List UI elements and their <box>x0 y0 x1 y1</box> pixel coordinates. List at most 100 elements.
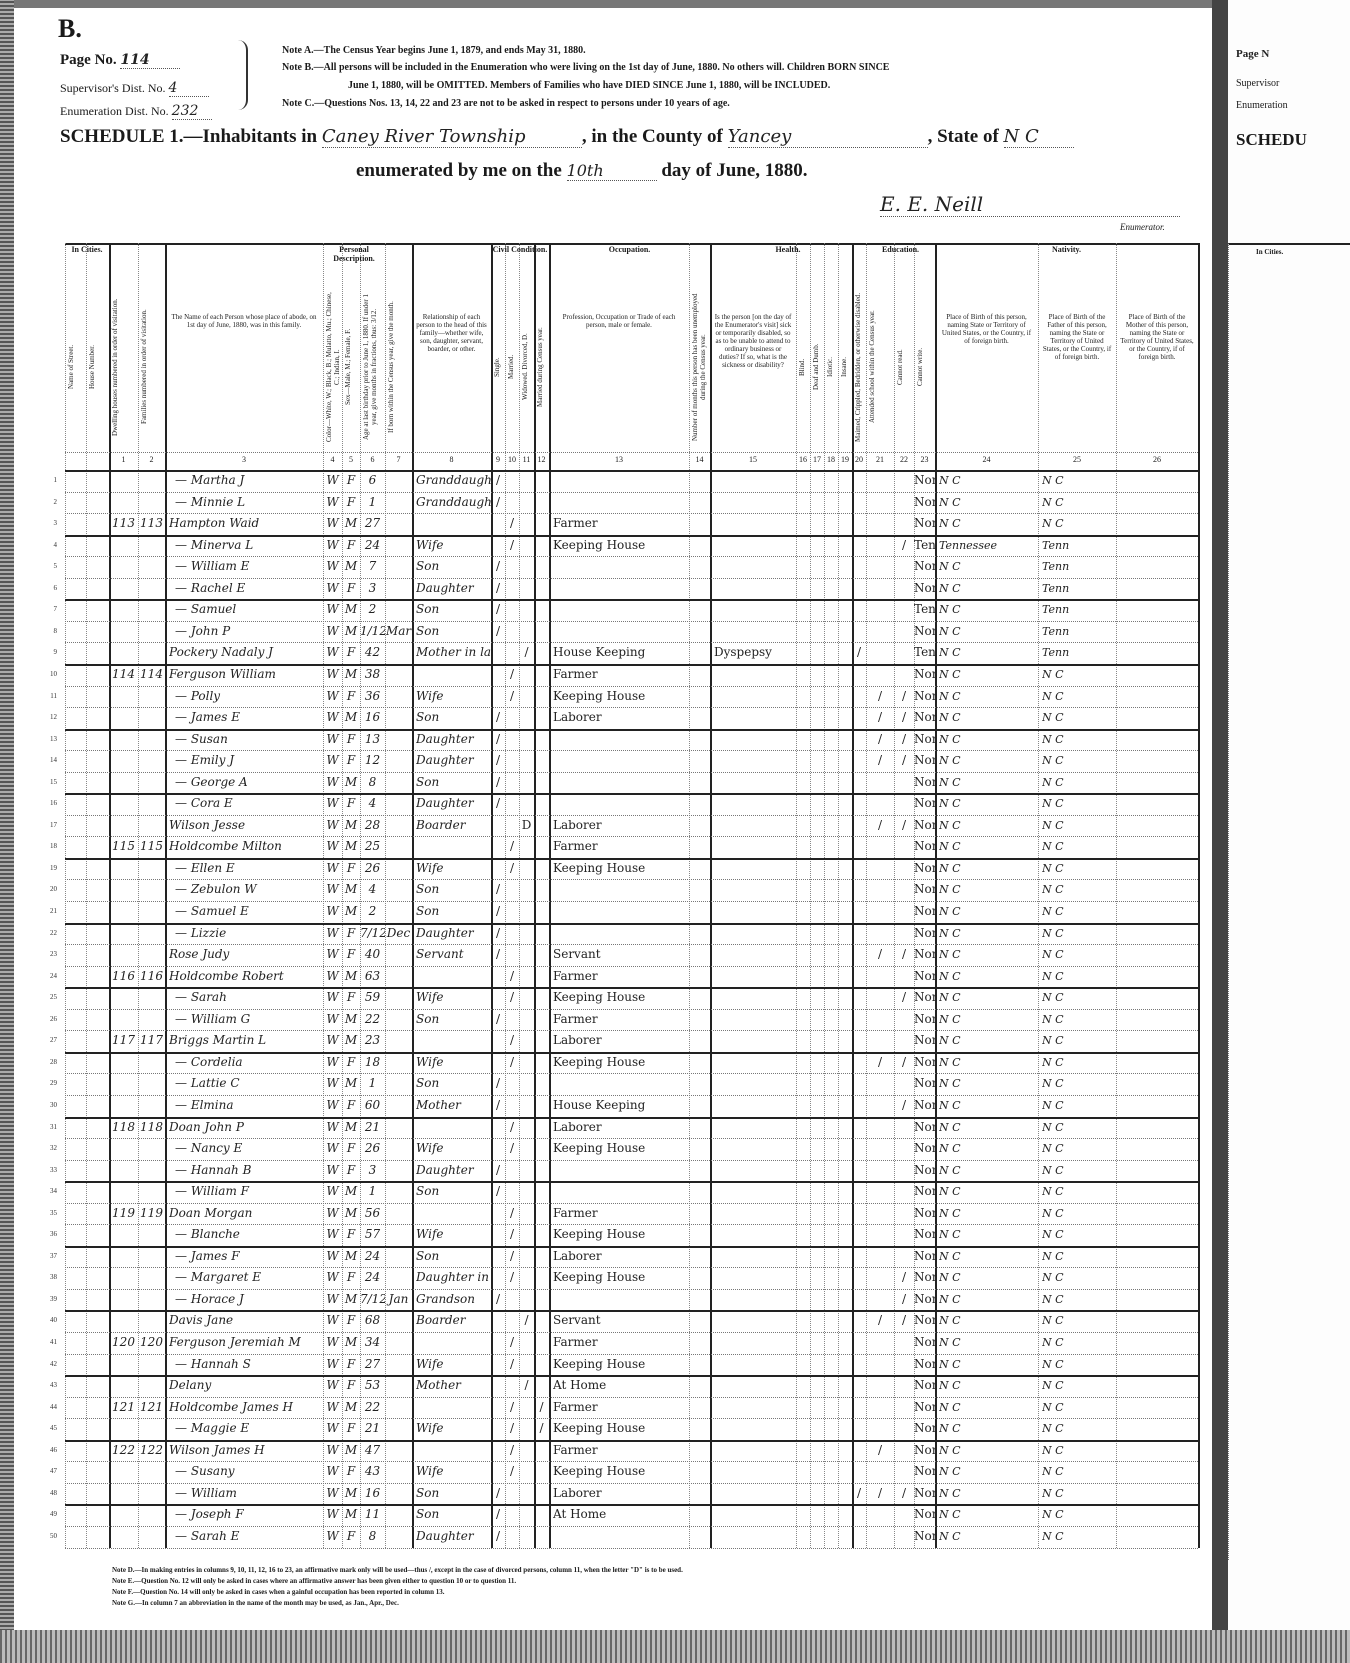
cell-married-in-year <box>534 1461 549 1482</box>
cell-family-number <box>138 944 165 965</box>
cell-relationship: Son <box>416 904 440 918</box>
cell-idiotic <box>824 901 838 922</box>
cell-birthplace: N C <box>939 1508 961 1522</box>
cell-name: — Margaret E <box>175 1270 262 1285</box>
cell-birth-month <box>385 1504 412 1525</box>
cell-house-number <box>86 944 109 965</box>
cell-house-number <box>86 901 109 922</box>
cell-occupation: Laborer <box>553 1248 602 1263</box>
cell-months-unemployed <box>689 1332 710 1353</box>
cell-cannot-write: North Carolina <box>914 1054 935 1069</box>
cell-widowed-divorced <box>519 556 534 577</box>
cell-family-number <box>138 729 165 750</box>
cell-street <box>65 815 86 836</box>
cell-insane <box>838 707 852 728</box>
cell-insane <box>838 1440 852 1461</box>
cell-attended-school <box>866 858 894 879</box>
cell-months-unemployed <box>689 1052 710 1073</box>
cell-sickness <box>714 750 796 771</box>
cell-birthplace: N C <box>939 1012 961 1026</box>
cell-months-unemployed <box>689 1526 710 1547</box>
cell-birth-month <box>385 1246 412 1267</box>
cell-blind <box>796 578 810 599</box>
cell-single <box>491 1440 505 1461</box>
row-divider <box>65 642 1198 644</box>
row-divider <box>65 1202 1198 1204</box>
cell-relationship: Granddaughter <box>416 494 491 509</box>
cell-age: 6 <box>368 473 377 487</box>
cell-deaf-dumb <box>810 556 824 577</box>
cell-dwelling-number: 117 <box>112 1033 135 1048</box>
cell-single <box>491 1224 505 1245</box>
cell-sickness <box>714 923 796 944</box>
cell-cannot-read: / <box>901 710 907 725</box>
cell-deaf-dumb <box>810 1203 824 1224</box>
row-divider <box>65 1138 1198 1140</box>
cell-married: / <box>509 1141 515 1156</box>
cell-attended-school <box>866 664 894 685</box>
cell-insane <box>838 492 852 513</box>
cell-maimed <box>852 1332 866 1353</box>
cell-dwelling-number <box>109 1418 138 1439</box>
cell-married-in-year <box>534 1009 549 1030</box>
cell-sex: M <box>344 904 358 918</box>
cell-insane <box>838 729 852 750</box>
cell-sex: M <box>344 559 358 574</box>
cell-single: / <box>495 1485 501 1500</box>
cell-father-birthplace: N C <box>1042 1486 1064 1500</box>
cell-sex: F <box>346 753 356 768</box>
cell-age: 7 <box>368 559 377 574</box>
cell-blind <box>796 772 810 793</box>
cell-street <box>65 1203 86 1224</box>
cell-birthplace: N C <box>939 1185 961 1199</box>
cell-married <box>505 1289 519 1310</box>
cell-maimed <box>852 815 866 836</box>
cell-deaf-dumb <box>810 1160 824 1181</box>
cell-dwelling-number <box>109 815 138 836</box>
column-number: 11 <box>522 455 531 464</box>
cell-attended-school <box>866 470 894 491</box>
cell-attended-school <box>866 1073 894 1094</box>
cell-cannot-read <box>894 772 914 793</box>
row-divider <box>65 750 1198 752</box>
cell-idiotic <box>824 772 838 793</box>
cell-house-number <box>86 513 109 534</box>
cell-cannot-read <box>894 470 914 491</box>
cell-birth-month <box>385 664 412 685</box>
cell-insane <box>838 815 852 836</box>
cell-age: 4 <box>368 796 377 811</box>
cell-married-in-year <box>534 1267 549 1288</box>
cell-cannot-write: North Carolina <box>914 1442 935 1457</box>
cell-street <box>65 729 86 750</box>
cell-single: / <box>495 1291 501 1306</box>
cell-idiotic <box>824 686 838 707</box>
cell-married-in-year <box>534 1095 549 1116</box>
cell-insane <box>838 987 852 1008</box>
cell-color: W <box>326 1054 339 1069</box>
cell-family-number <box>138 1418 165 1439</box>
cell-maimed <box>852 966 866 987</box>
cell-married <box>505 729 519 750</box>
cell-blind <box>796 642 810 663</box>
cell-blind <box>796 621 810 642</box>
cell-cannot-read <box>894 966 914 987</box>
cell-occupation <box>553 1181 689 1202</box>
cell-married-in-year: / <box>539 1421 544 1436</box>
cell-birth-month <box>385 793 412 814</box>
cell-street <box>65 901 86 922</box>
cell-birth-month <box>385 1095 412 1116</box>
column-title-cannot-read: Cannot read. <box>896 349 904 385</box>
cell-maimed <box>852 556 866 577</box>
cell-months-unemployed <box>689 642 710 663</box>
cell-cannot-read <box>894 1375 914 1396</box>
cell-attended-school <box>866 1504 894 1525</box>
cell-sex: F <box>346 1421 356 1436</box>
header-bottom <box>65 470 1198 472</box>
cell-married <box>505 750 519 771</box>
cell-father-birthplace: Tenn <box>1042 581 1070 595</box>
cell-insane <box>838 1397 852 1418</box>
